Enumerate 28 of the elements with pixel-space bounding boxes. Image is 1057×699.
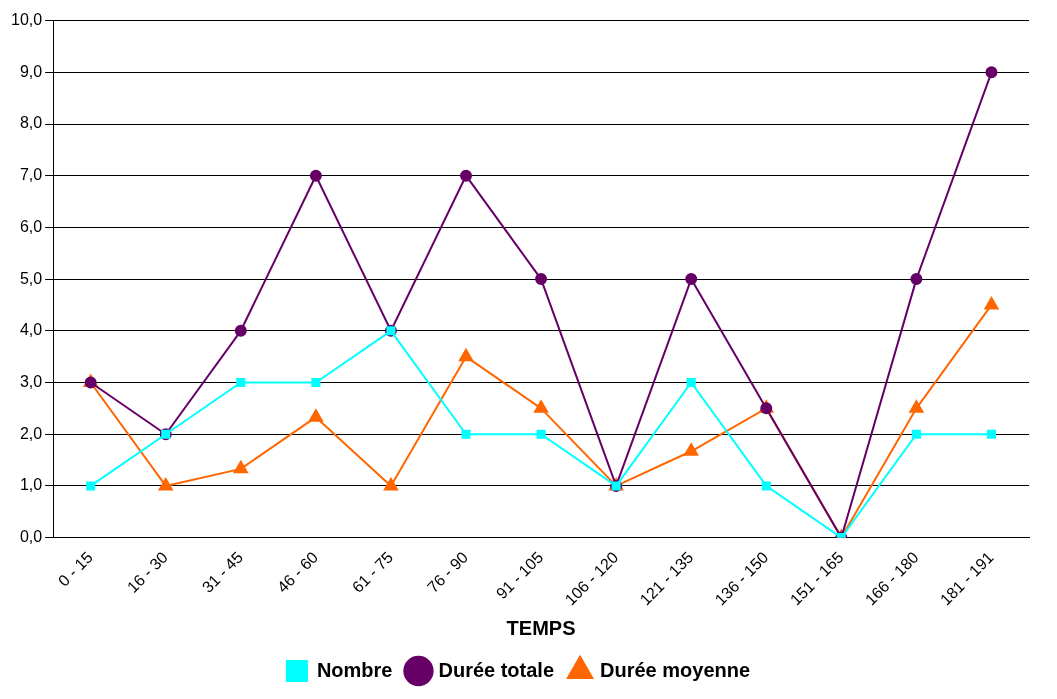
x-tick-label: 121 - 135 xyxy=(636,548,697,609)
y-tick-label: 7,0 xyxy=(19,166,43,184)
y-tick-label: 9,0 xyxy=(19,62,43,80)
x-tick-label: 16 - 30 xyxy=(123,548,172,596)
y-tick-label: 4,0 xyxy=(19,321,43,339)
y-tick-label: 5,0 xyxy=(19,269,43,287)
x-axis-title: TEMPS xyxy=(506,616,576,639)
y-tick-label: 2,0 xyxy=(19,424,43,442)
y-tick-label: 1,0 xyxy=(19,476,43,494)
x-tick-label: 181 - 191 xyxy=(936,548,997,609)
x-tick-label: 46 - 60 xyxy=(273,548,322,596)
legend-label: Nombre xyxy=(316,658,393,681)
legend-label: Durée moyenne xyxy=(600,658,751,681)
x-tick-label: 76 - 90 xyxy=(424,548,472,596)
x-tick-label: 151 - 165 xyxy=(786,548,847,609)
y-tick-label: 0,0 xyxy=(19,528,43,546)
y-tick-label: 6,0 xyxy=(19,217,43,235)
legend-label: Durée totale xyxy=(438,658,555,681)
x-tick-label: 0 - 15 xyxy=(54,548,96,590)
x-tick-label: 31 - 45 xyxy=(198,548,247,596)
y-tick-label: 10,0 xyxy=(11,11,43,29)
x-tick-label: 91 - 105 xyxy=(492,548,547,603)
x-tick-label: 106 - 120 xyxy=(561,548,622,609)
x-tick-label: 61 - 75 xyxy=(348,548,397,596)
x-tick-label: 136 - 150 xyxy=(711,548,772,609)
y-tick-label: 8,0 xyxy=(19,114,43,132)
x-tick-label: 166 - 180 xyxy=(861,548,922,609)
y-tick-label: 3,0 xyxy=(19,372,43,390)
